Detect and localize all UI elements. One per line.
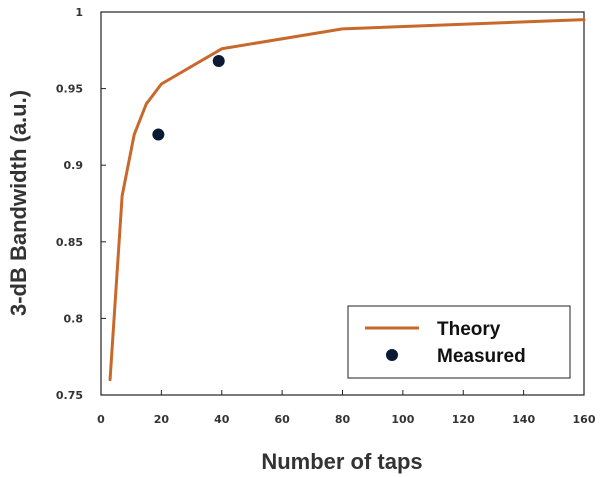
x-tick-label: 60 xyxy=(274,413,290,426)
y-tick-label: 0.85 xyxy=(56,236,83,249)
legend-box xyxy=(347,305,571,379)
y-tick-label: 0.75 xyxy=(56,389,83,402)
x-tick-label: 160 xyxy=(573,413,596,426)
y-tick-label: 0.9 xyxy=(64,159,84,172)
legend-theory-label: Theory xyxy=(437,319,501,340)
y-axis-title: 3-dB Bandwidth (a.u.) xyxy=(6,90,31,316)
legend: Theory Measured xyxy=(347,305,571,379)
theory-curve xyxy=(108,18,586,382)
legend-measured-label: Measured xyxy=(437,346,526,367)
y-tick-label: 1 xyxy=(75,6,83,19)
x-tick-label: 20 xyxy=(154,413,170,426)
legend-measured-marker xyxy=(386,349,398,361)
y-tick-label: 0.95 xyxy=(56,83,83,96)
measured-point xyxy=(152,128,165,141)
x-tick-label: 140 xyxy=(512,413,535,426)
x-tick-label: 0 xyxy=(97,413,105,426)
x-tick-label: 40 xyxy=(214,413,230,426)
x-tick-label: 120 xyxy=(452,413,475,426)
x-axis-title: Number of taps xyxy=(261,449,422,474)
x-tick-label: 100 xyxy=(391,413,414,426)
x-tick-label: 80 xyxy=(335,413,351,426)
y-tick-label: 0.8 xyxy=(64,312,84,325)
measured-point xyxy=(212,55,225,68)
